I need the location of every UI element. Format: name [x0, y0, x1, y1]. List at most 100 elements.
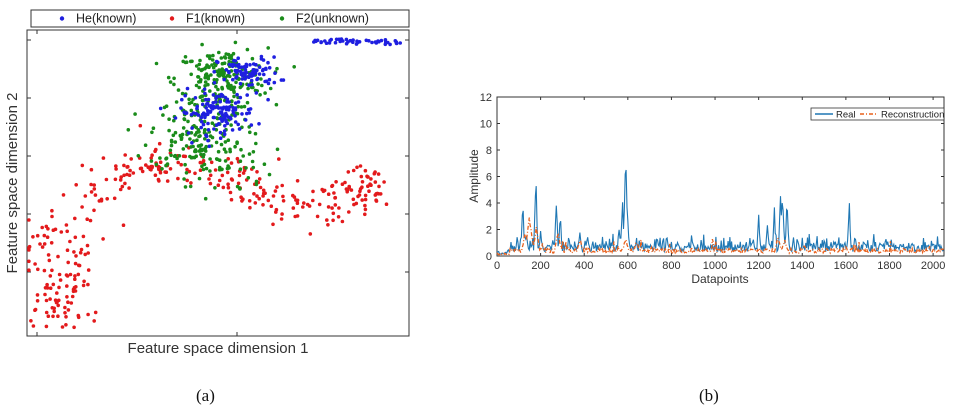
scatter-point-f1: [65, 248, 70, 252]
scatter-point-he: [199, 125, 203, 130]
scatter-point-f1: [349, 188, 354, 192]
caption-b: (b): [699, 386, 719, 405]
scatter-point-f2: [160, 167, 164, 171]
scatter-point-f2: [239, 147, 243, 152]
scatter-point-f2: [202, 162, 207, 167]
scatter-point-f1: [163, 170, 167, 174]
scatter-point-f1: [114, 167, 118, 171]
scatter-point-f1: [46, 227, 50, 231]
scatter-point-f2: [253, 131, 258, 136]
scatter-point-he: [260, 68, 265, 73]
scatter-point-f2: [223, 56, 228, 60]
scatter-point-f1: [72, 325, 76, 330]
scatter-point-f1: [73, 261, 78, 266]
scatter-point-f1: [64, 315, 68, 319]
scatter-point-f1: [64, 323, 68, 327]
scatter-point-f1: [354, 201, 359, 206]
scatter-point-f1: [179, 162, 183, 167]
scatter-point-f2: [245, 47, 250, 52]
scatter-point-he: [233, 101, 238, 105]
scatter-point-f1: [384, 202, 389, 206]
scatter-point-he: [206, 97, 211, 102]
scatter-point-f1: [97, 199, 102, 203]
scatter-point-f1: [73, 277, 77, 282]
scatter-point-he: [264, 66, 268, 71]
scatter-point-f2: [275, 66, 279, 71]
scatter-point-f1: [66, 308, 71, 312]
scatter-point-f2: [250, 56, 255, 61]
scatter-point-f2: [231, 51, 236, 56]
scatter-point-he: [236, 100, 241, 104]
scatter-point-f2: [251, 165, 256, 170]
scatter-panel: He(known) F1(known) F2(unknown) Feature sp…: [4, 9, 410, 357]
scatter-point-f1: [261, 203, 265, 207]
scatter-point-he: [214, 123, 219, 127]
scatter-point-f1: [76, 272, 81, 277]
scatter-point-f1: [92, 187, 97, 191]
scatter-point-f2: [241, 154, 245, 158]
scatter-point-he: [248, 107, 253, 111]
scatter-point-f1: [33, 308, 37, 313]
scatter-point-f1: [122, 173, 126, 178]
scatter-point-f1: [229, 161, 234, 165]
scatter-point-f1: [86, 312, 90, 317]
scatter-point-f1: [281, 194, 285, 199]
scatter-point-f1: [337, 206, 341, 210]
scatter-point-f1: [104, 177, 109, 182]
scatter-point-he: [233, 114, 237, 118]
scatter-point-f1: [81, 283, 86, 288]
scatter-point-f2: [203, 149, 208, 153]
scatter-point-he: [253, 71, 258, 75]
scatter-point-he: [341, 39, 345, 43]
scatter-point-f2: [136, 154, 141, 158]
scatter-point-he: [261, 58, 266, 62]
scatter-point-he: [244, 62, 249, 67]
scatter-point-f2: [168, 80, 173, 84]
scatter-point-he: [312, 40, 316, 44]
scatter-point-f2: [173, 153, 177, 158]
scatter-point-f1: [93, 310, 98, 315]
scatter-point-f1: [294, 198, 298, 202]
scatter-point-f1: [36, 267, 40, 272]
scatter-point-he: [233, 59, 238, 63]
scatter-point-f1: [43, 292, 47, 297]
scatter-point-f1: [382, 180, 386, 184]
scatter-point-f1: [76, 263, 81, 268]
scatter-point-he: [179, 106, 183, 110]
scatter-point-f2: [229, 123, 233, 127]
scatter-point-he: [220, 119, 224, 123]
scatter-point-f2: [232, 94, 236, 99]
scatter-point-f2: [166, 75, 171, 80]
scatter-point-f1: [165, 179, 170, 183]
scatter-point-he: [257, 122, 261, 126]
scatter-point-f1: [271, 194, 276, 198]
scatter-point-f1: [52, 306, 56, 311]
scatter-point-f2: [254, 182, 259, 187]
scatter-point-f2: [210, 58, 215, 62]
scatter-point-f2: [262, 162, 267, 166]
scatter-point-f1: [85, 243, 90, 248]
scatter-point-f1: [220, 173, 225, 178]
scatter-point-f1: [340, 219, 345, 224]
scatter-point-he: [204, 133, 208, 137]
scatter-point-f1: [247, 199, 252, 203]
scatter-point-f1: [317, 202, 322, 207]
scatter-point-f1: [281, 199, 286, 203]
scatter-point-f1: [46, 314, 51, 319]
scatter-point-he: [222, 105, 226, 110]
scatter-point-he: [377, 39, 381, 44]
scatter-point-f1: [332, 191, 336, 195]
scatter-point-f1: [121, 223, 126, 227]
scatter-point-he: [211, 101, 215, 105]
scatter-point-he: [200, 102, 205, 107]
scatter-point-f2: [250, 159, 255, 164]
line-x-tick-label: 800: [662, 260, 680, 272]
scatter-point-f2: [235, 184, 240, 189]
scatter-point-f2: [189, 145, 193, 149]
scatter-point-f1: [88, 218, 93, 223]
scatter-point-he: [238, 81, 243, 86]
scatter-point-he: [235, 70, 239, 75]
scatter-point-f2: [238, 167, 243, 171]
scatter-legend: He(known) F1(known) F2(unknown): [59, 12, 369, 26]
scatter-point-f1: [269, 204, 274, 208]
